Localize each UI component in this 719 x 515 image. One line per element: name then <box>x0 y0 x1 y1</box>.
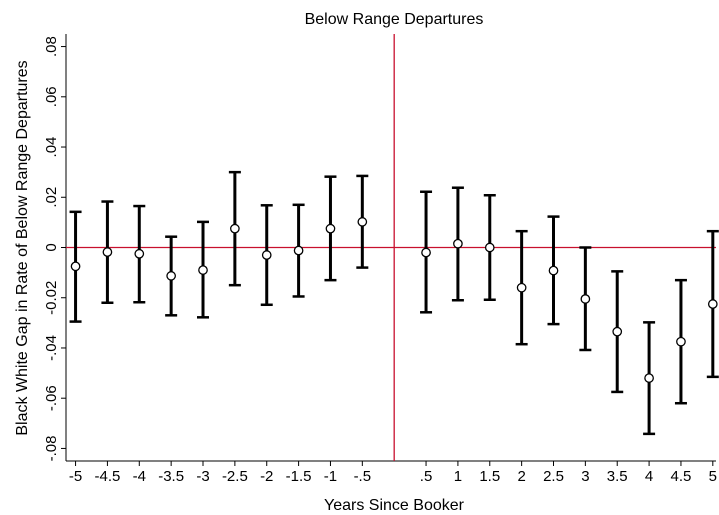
point-estimate-marker <box>580 294 591 304</box>
point-estimate-marker <box>707 299 718 309</box>
y-tick-label: -0.02 <box>43 281 60 315</box>
x-tick-label: 1 <box>454 468 462 485</box>
x-tick-label: 1.5 <box>479 468 500 485</box>
point-estimate-marker <box>70 261 81 272</box>
y-tick-label: -.08 <box>43 436 60 462</box>
point-estimate-marker <box>516 282 527 293</box>
y-tick-label: -.04 <box>43 335 60 361</box>
x-tick-label: -1.5 <box>286 468 312 485</box>
point-estimate-marker <box>676 336 686 347</box>
y-tick-label: -.06 <box>43 385 60 411</box>
reference-lines <box>66 34 716 461</box>
point-estimate-marker <box>644 373 654 383</box>
x-tick-label: -1 <box>324 468 337 485</box>
x-tick-label: -4.5 <box>94 468 120 485</box>
point-estimate-marker <box>612 326 623 337</box>
point-estimate-marker <box>325 223 336 234</box>
x-axis-label: Years Since Booker <box>324 497 465 514</box>
x-tick-label: 2 <box>517 468 525 485</box>
point-estimate-marker <box>230 223 240 234</box>
chart-title: Below Range Departures <box>305 11 484 28</box>
point-estimate-marker <box>261 250 272 260</box>
x-tick-label: -4 <box>133 468 146 485</box>
x-tick-label: 3 <box>581 468 589 485</box>
y-tick-label: 0 <box>43 243 60 251</box>
point-estimate-marker <box>198 265 208 275</box>
y-axis-label: Black White Gap in Rate of Below Range D… <box>14 60 31 435</box>
y-tick-label: .06 <box>43 86 60 107</box>
x-tick-label: -3.5 <box>158 468 184 485</box>
point-estimate-marker <box>484 242 495 253</box>
x-tick-label: .5 <box>420 468 433 485</box>
x-tick-label: 3.5 <box>607 468 628 485</box>
x-tick-label: -3 <box>196 468 209 485</box>
point-estimates <box>70 217 718 383</box>
point-estimate-marker <box>453 238 463 249</box>
point-estimate-marker <box>134 248 145 259</box>
x-axis-ticks: -5 -4.5 -4 -3.5 -3 -2.5 -2 -1.5 -1 -.5 .5 1 1.5 2 2.5 3… <box>69 461 717 485</box>
x-tick-label: 5 <box>709 468 717 485</box>
point-estimate-marker <box>421 247 431 258</box>
x-tick-label: -2 <box>260 468 273 485</box>
point-estimate-marker <box>102 247 113 257</box>
x-tick-label: 4 <box>645 468 653 485</box>
point-estimate-marker <box>357 217 368 227</box>
y-tick-label: .08 <box>43 36 60 57</box>
x-tick-label: -.5 <box>354 468 372 485</box>
x-tick-label: -5 <box>69 468 82 485</box>
x-tick-label: -2.5 <box>222 468 248 485</box>
point-estimate-marker <box>548 265 559 276</box>
x-tick-label: 4.5 <box>671 468 692 485</box>
x-tick-label: 2.5 <box>543 468 564 485</box>
y-axis-ticks: .08 .06 .04 .02 0 -0.02 -.04 -.06 -.08 <box>43 36 66 461</box>
point-estimate-marker <box>293 245 304 256</box>
y-tick-label: .04 <box>43 137 60 158</box>
y-tick-label: .02 <box>43 187 60 208</box>
point-estimate-marker <box>166 271 176 281</box>
